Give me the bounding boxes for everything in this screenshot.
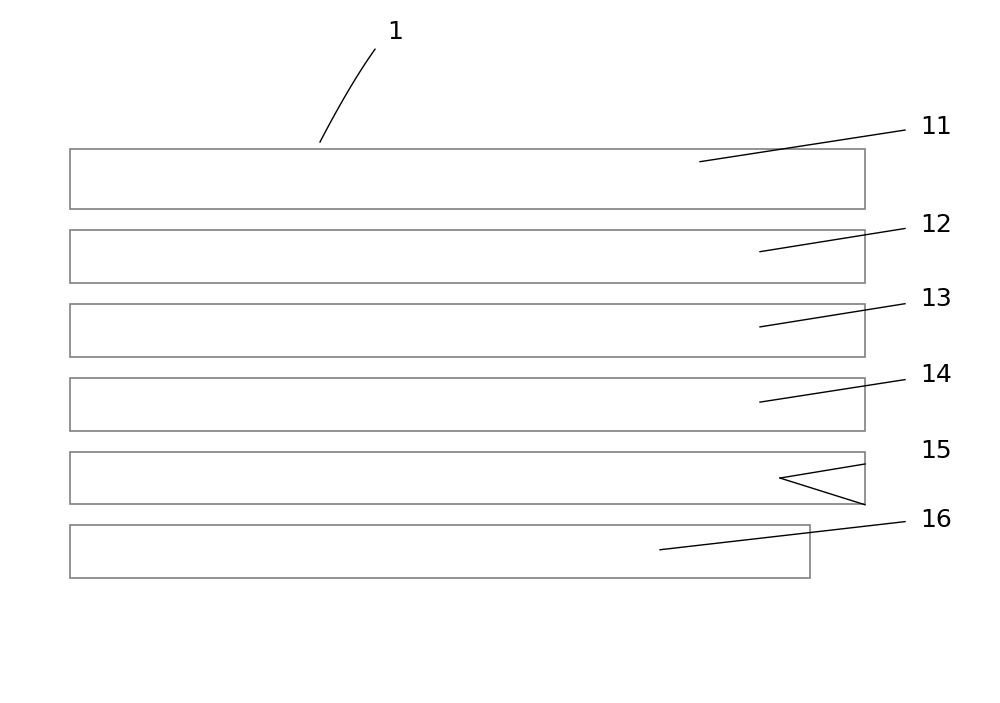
Text: 15: 15 <box>920 439 952 463</box>
Bar <box>70 526 810 578</box>
Bar <box>70 231 865 283</box>
Text: 1: 1 <box>387 20 403 44</box>
Text: 11: 11 <box>920 115 952 138</box>
Bar <box>70 378 865 430</box>
Bar <box>70 150 865 209</box>
Text: 14: 14 <box>920 363 952 387</box>
Text: 12: 12 <box>920 213 952 237</box>
Bar <box>70 304 865 356</box>
Bar <box>70 451 865 505</box>
Text: 13: 13 <box>920 288 952 311</box>
Text: 16: 16 <box>920 508 952 532</box>
